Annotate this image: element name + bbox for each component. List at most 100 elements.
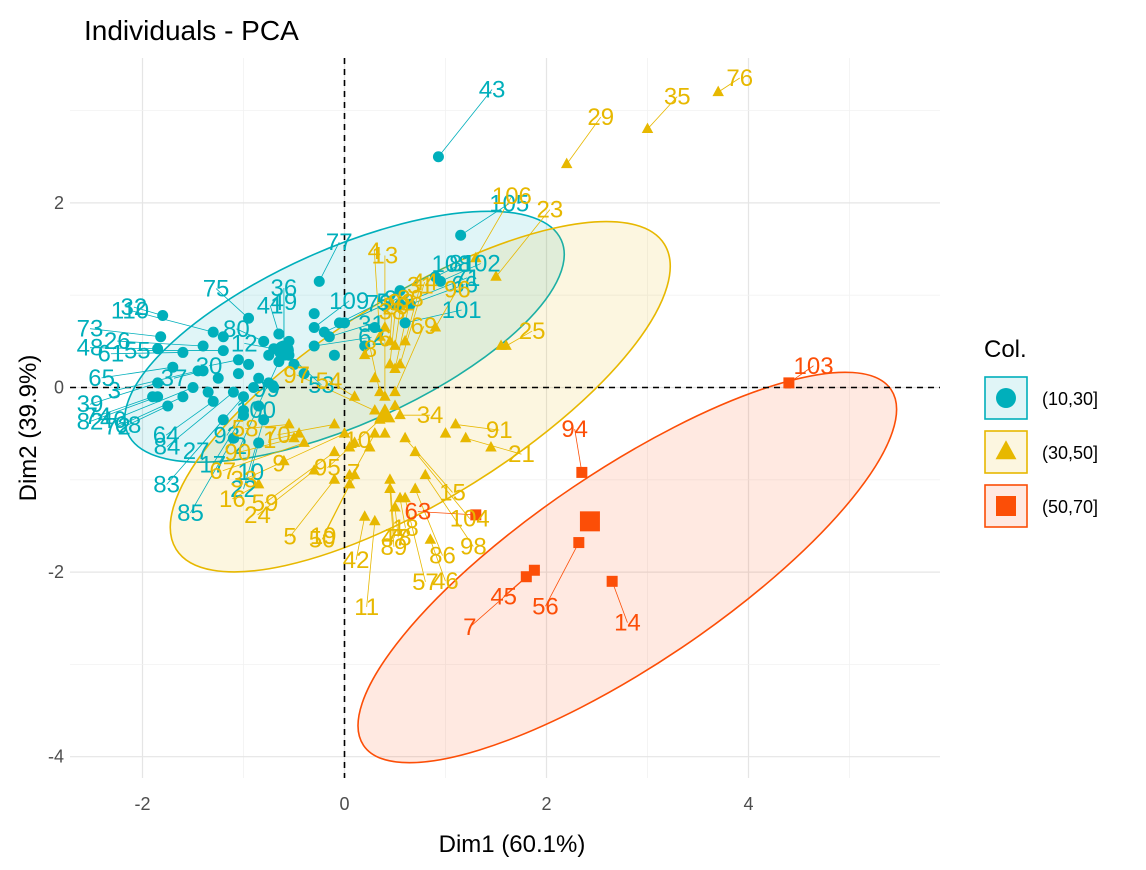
label-connector	[344, 298, 398, 324]
point-label: 81	[449, 251, 476, 278]
label-connector	[505, 330, 533, 347]
point-label: 53	[308, 372, 335, 399]
point-label: 95	[314, 455, 341, 482]
data-point	[253, 400, 265, 412]
label-connector	[89, 396, 158, 422]
point-label: 86	[429, 543, 456, 570]
label-connector	[366, 521, 376, 607]
label-connector	[414, 488, 443, 556]
data-point	[409, 482, 421, 494]
label-connector	[440, 263, 481, 282]
point-label: 69	[411, 313, 438, 340]
point-label: 49	[271, 289, 298, 316]
label-connector	[89, 347, 158, 350]
data-point	[369, 371, 381, 383]
axis-ticks: -2 0 2 4-4-202	[48, 193, 754, 814]
data-point	[384, 473, 396, 484]
data-point	[232, 368, 244, 380]
data-point	[424, 533, 437, 544]
point-label: 59	[252, 490, 279, 517]
point-label: 6	[378, 326, 391, 353]
point-label: 71	[454, 265, 481, 292]
data-point	[348, 436, 361, 447]
point-label: 3	[108, 378, 121, 405]
data-point	[369, 427, 381, 438]
label-connector	[417, 511, 476, 516]
label-connector	[495, 209, 551, 277]
data-point	[449, 417, 462, 429]
label-connector	[127, 405, 168, 426]
data-point	[278, 454, 290, 466]
legend-square-icon	[996, 496, 1016, 516]
data-point	[248, 382, 260, 393]
label-connector	[574, 428, 583, 473]
point-label: 42	[343, 547, 370, 574]
point-label: 94	[561, 416, 588, 443]
label-connector	[399, 498, 406, 528]
label-connector	[405, 309, 462, 324]
data-point	[364, 441, 376, 452]
data-point	[394, 285, 406, 297]
data-point	[313, 275, 325, 287]
point-label: 7	[463, 614, 476, 641]
label-connector	[117, 396, 184, 428]
point-label: 2	[234, 433, 247, 460]
data-point	[328, 473, 341, 484]
point-label: 10	[344, 427, 371, 454]
legend-label: (10,30]	[1042, 389, 1098, 409]
label-connector	[370, 349, 381, 393]
data-point	[308, 340, 320, 352]
point-label: 75	[203, 276, 230, 303]
point-label: 25	[519, 318, 546, 345]
data-point	[455, 229, 467, 241]
data-point	[258, 414, 270, 426]
label-connector	[243, 460, 285, 480]
legend-swatch	[984, 484, 1028, 528]
point-label: 90	[224, 440, 251, 467]
data-point	[576, 466, 588, 478]
data-point	[293, 427, 305, 438]
data-point	[197, 340, 209, 352]
data-point	[298, 368, 310, 380]
data-point	[167, 361, 179, 373]
data-point	[227, 432, 239, 444]
label-connector	[460, 203, 510, 236]
label-connector	[394, 325, 425, 393]
point-label: 67	[209, 458, 236, 485]
point-label: 47	[381, 525, 408, 552]
data-point	[369, 322, 381, 334]
point-label: 76	[726, 65, 753, 92]
point-label: 43	[479, 77, 506, 104]
data-point	[358, 510, 371, 521]
label-connector	[277, 424, 335, 436]
data-point	[359, 340, 371, 352]
label-connector	[215, 288, 249, 319]
point-label: 16	[219, 486, 246, 513]
label-connector	[399, 263, 452, 291]
point-label: 54	[316, 368, 343, 395]
data-point	[389, 501, 401, 512]
point-label: 85	[177, 500, 204, 527]
data-point	[243, 358, 255, 370]
data-point	[399, 317, 411, 329]
data-point	[409, 445, 421, 457]
data-point	[227, 386, 239, 398]
data-point	[495, 339, 507, 350]
data-point	[485, 441, 497, 452]
data-point	[394, 357, 406, 369]
data-point	[253, 372, 265, 384]
confidence-ellipse	[169, 220, 672, 573]
label-connector	[389, 306, 397, 365]
label-connector	[435, 289, 458, 328]
data-point	[459, 431, 472, 443]
data-point	[177, 391, 189, 403]
point-label: 18	[392, 515, 419, 542]
point-label: 55	[124, 338, 151, 365]
label-connector	[475, 195, 513, 259]
data-point	[162, 400, 174, 412]
point-label: 68	[115, 412, 142, 439]
point-label: 33	[231, 467, 258, 494]
label-connector	[414, 451, 471, 519]
data-point	[217, 345, 229, 357]
